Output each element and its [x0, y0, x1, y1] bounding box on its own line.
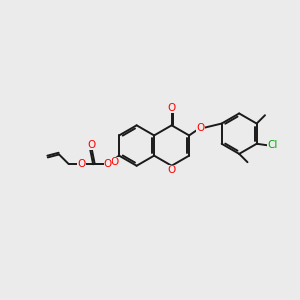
Text: O: O [104, 159, 112, 169]
Text: O: O [167, 103, 176, 113]
Text: O: O [167, 165, 176, 175]
Text: Cl: Cl [268, 140, 278, 150]
Text: O: O [111, 157, 119, 167]
Text: O: O [196, 123, 205, 133]
Text: O: O [77, 159, 86, 169]
Text: O: O [88, 140, 96, 150]
